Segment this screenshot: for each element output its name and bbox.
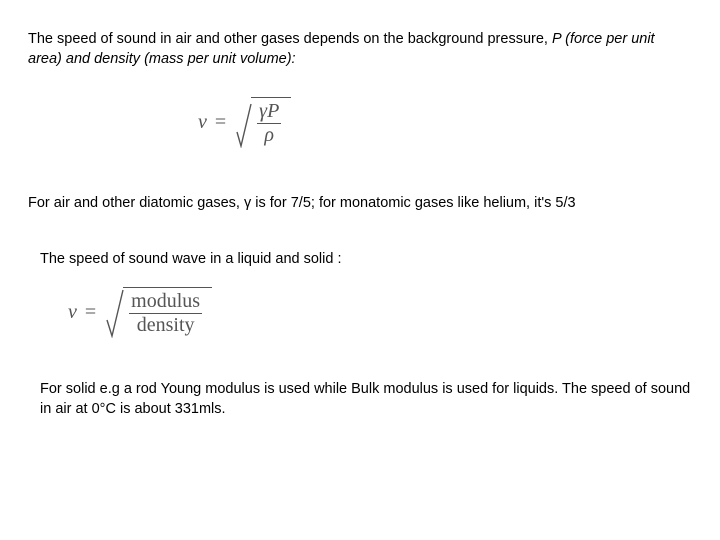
spacer <box>28 220 692 250</box>
eq2-sqrt: modulus density <box>106 287 212 338</box>
eq2-fraction: modulus density <box>129 291 202 336</box>
p3-text: The speed of sound wave in a liquid and … <box>40 251 341 267</box>
eq1-radicand: γP ρ <box>251 97 291 148</box>
equation-1: v = γP ρ <box>198 97 291 148</box>
eq1-denominator: ρ <box>262 125 276 146</box>
p4-part-b: C is about 331mls. <box>105 401 225 417</box>
p2-part-b: is for 7/5; for monatomic gases like hel… <box>251 195 575 211</box>
radical-icon <box>236 102 252 148</box>
p1-part-a: The speed of sound in air and other gase… <box>28 31 552 47</box>
formula-1: v = γP ρ <box>198 97 692 148</box>
eq1-fraction: γP ρ <box>257 101 281 146</box>
eq1-sqrt: γP ρ <box>236 97 291 148</box>
eq2-radicand: modulus density <box>123 287 212 338</box>
eq2-v: v <box>68 301 77 324</box>
eq1-equals: = <box>215 111 226 134</box>
radical-icon <box>106 288 124 338</box>
formula-2: v = modulus density <box>68 287 692 338</box>
equation-2: v = modulus density <box>68 287 212 338</box>
spacer <box>28 176 692 194</box>
eq1-numerator: γP <box>257 101 281 122</box>
paragraph-1: The speed of sound in air and other gase… <box>28 30 692 69</box>
eq2-denominator: density <box>135 315 197 336</box>
spacer <box>28 362 692 380</box>
paragraph-2: For air and other diatomic gases, γ is f… <box>28 194 692 214</box>
page: The speed of sound in air and other gase… <box>0 0 720 445</box>
paragraph-4: For solid e.g a rod Young modulus is use… <box>40 380 692 419</box>
eq2-numerator: modulus <box>129 291 202 312</box>
eq2-equals: = <box>85 301 96 324</box>
paragraph-3: The speed of sound wave in a liquid and … <box>40 250 692 270</box>
p2-part-a: For air and other diatomic gases, <box>28 195 244 211</box>
eq1-gamma: γ <box>259 100 267 122</box>
eq1-P: P <box>267 100 279 122</box>
eq1-v: v <box>198 111 207 134</box>
